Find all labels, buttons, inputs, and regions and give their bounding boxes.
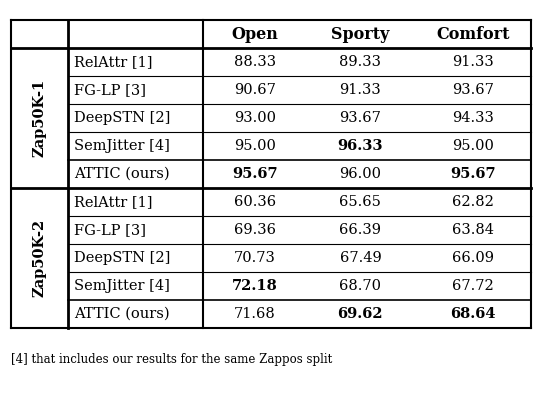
Text: 93.00: 93.00 <box>234 111 276 125</box>
Text: 67.72: 67.72 <box>452 279 494 293</box>
Text: RelAttr [1]: RelAttr [1] <box>74 55 153 69</box>
Text: Open: Open <box>231 26 278 42</box>
Text: 72.18: 72.18 <box>232 279 278 293</box>
Text: DeepSTN [2]: DeepSTN [2] <box>74 251 171 265</box>
Text: Comfort: Comfort <box>436 26 509 42</box>
Text: 96.33: 96.33 <box>338 139 383 153</box>
Text: 95.00: 95.00 <box>452 139 494 153</box>
Text: 68.64: 68.64 <box>450 307 495 321</box>
Text: 68.70: 68.70 <box>339 279 382 293</box>
Text: 88.33: 88.33 <box>234 55 276 69</box>
Text: ATTIC (ours): ATTIC (ours) <box>74 307 170 321</box>
Text: 90.67: 90.67 <box>234 83 276 97</box>
Text: 60.36: 60.36 <box>234 195 276 209</box>
Text: 71.68: 71.68 <box>234 307 276 321</box>
Text: 93.67: 93.67 <box>339 111 382 125</box>
Text: RelAttr [1]: RelAttr [1] <box>74 195 153 209</box>
Text: Zap50K-1: Zap50K-1 <box>33 79 46 157</box>
Text: 91.33: 91.33 <box>452 55 494 69</box>
Text: Sporty: Sporty <box>331 26 390 42</box>
Text: SemJitter [4]: SemJitter [4] <box>74 279 170 293</box>
Text: FG-LP [3]: FG-LP [3] <box>74 223 146 237</box>
Text: DeepSTN [2]: DeepSTN [2] <box>74 111 171 125</box>
Text: SemJitter [4]: SemJitter [4] <box>74 139 170 153</box>
Text: 89.33: 89.33 <box>339 55 382 69</box>
Text: 69.62: 69.62 <box>338 307 383 321</box>
Text: 95.00: 95.00 <box>234 139 276 153</box>
Text: 66.39: 66.39 <box>339 223 382 237</box>
Text: 66.09: 66.09 <box>452 251 494 265</box>
Text: 95.67: 95.67 <box>232 167 278 181</box>
Text: 67.49: 67.49 <box>339 251 382 265</box>
Text: [4] that includes our results for the same Zappos split: [4] that includes our results for the sa… <box>11 354 332 366</box>
Text: 69.36: 69.36 <box>234 223 276 237</box>
Text: 65.65: 65.65 <box>339 195 382 209</box>
Text: 63.84: 63.84 <box>452 223 494 237</box>
Text: 94.33: 94.33 <box>452 111 494 125</box>
Text: FG-LP [3]: FG-LP [3] <box>74 83 146 97</box>
Text: 95.67: 95.67 <box>450 167 496 181</box>
Text: 93.67: 93.67 <box>452 83 494 97</box>
Text: 91.33: 91.33 <box>339 83 382 97</box>
Text: ATTIC (ours): ATTIC (ours) <box>74 167 170 181</box>
Text: 96.00: 96.00 <box>339 167 382 181</box>
Text: Zap50K-2: Zap50K-2 <box>33 219 46 297</box>
Text: 70.73: 70.73 <box>234 251 276 265</box>
Text: 62.82: 62.82 <box>452 195 494 209</box>
